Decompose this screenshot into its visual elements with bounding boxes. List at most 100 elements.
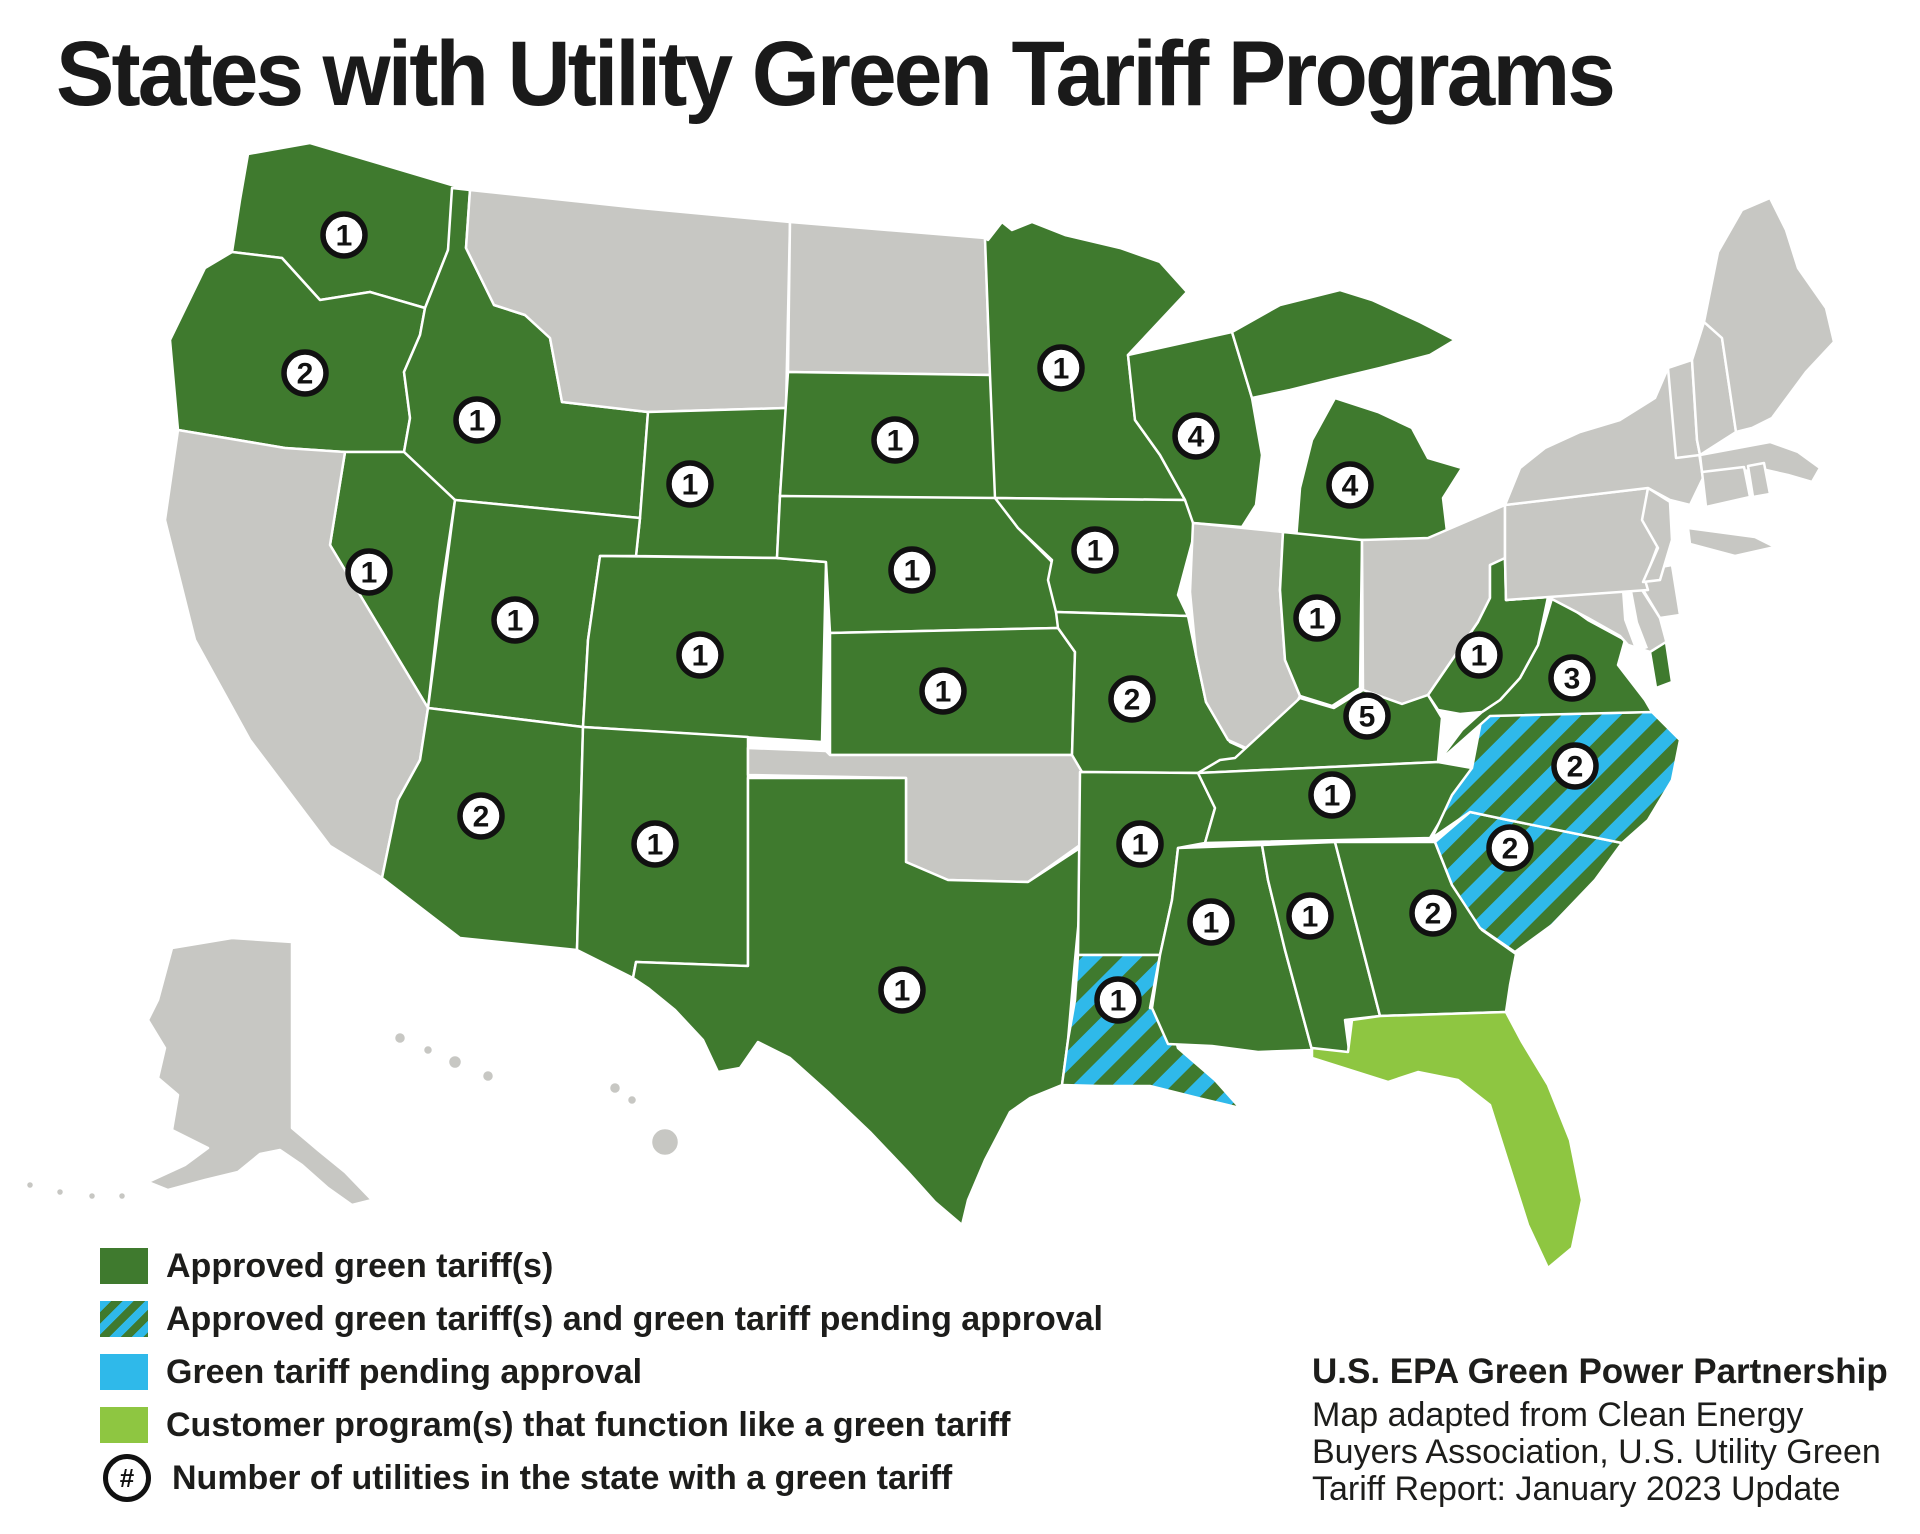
svg-text:1: 1 <box>336 220 353 253</box>
utility-count-badge-MO: 2 <box>1108 675 1156 723</box>
legend-label: Number of utilities in the state with a … <box>172 1458 953 1497</box>
utility-count-badge-IA: 1 <box>1071 526 1119 574</box>
utility-count-badge-WI: 4 <box>1172 412 1220 460</box>
svg-text:1: 1 <box>1087 535 1104 568</box>
utility-count-badge-CO: 1 <box>676 631 724 679</box>
utility-count-badge-WV: 1 <box>1455 631 1503 679</box>
state-michigan <box>1294 396 1464 542</box>
svg-text:4: 4 <box>1188 421 1205 454</box>
utility-count-badge-KY: 5 <box>1343 692 1391 740</box>
state-virginia-eastern-shore <box>1648 640 1674 690</box>
svg-text:1: 1 <box>1053 353 1070 386</box>
hawaii-island <box>421 1043 435 1057</box>
utility-count-badge-MI: 4 <box>1326 461 1374 509</box>
hawaii-island <box>446 1053 464 1071</box>
state-rhode-island <box>1746 461 1772 499</box>
svg-text:1: 1 <box>935 676 952 709</box>
utility-count-badge-AZ: 2 <box>457 792 505 840</box>
alaska-aleutian-island <box>54 1186 66 1198</box>
number-badge-icon: # <box>103 1454 151 1502</box>
utility-count-badge-TX: 1 <box>878 966 926 1014</box>
utility-count-badge-ID: 1 <box>453 396 501 444</box>
state-north-dakota <box>786 220 992 377</box>
svg-text:4: 4 <box>1342 470 1359 503</box>
utility-count-badge-WY: 1 <box>666 460 714 508</box>
state-alaska <box>146 936 374 1207</box>
state-florida <box>1310 1010 1584 1270</box>
page-title: States with Utility Green Tariff Program… <box>56 23 1616 125</box>
svg-text:1: 1 <box>1203 907 1220 940</box>
utility-count-badge-AR: 1 <box>1116 820 1164 868</box>
svg-text:1: 1 <box>647 829 664 862</box>
legend-item-approved-and-pending: Approved green tariff(s) and green tarif… <box>100 1299 1103 1339</box>
utility-count-badge-VA: 3 <box>1548 654 1596 702</box>
svg-text:1: 1 <box>904 555 921 588</box>
utility-count-badges: 1 2 1 1 1 1 1 2 1 1 1 1 1 1 1 2 1 1 4 4 1 5 1 1 1 2 2 2 3 1 <box>281 211 1599 1024</box>
utility-count-badge-TN: 1 <box>1308 771 1356 819</box>
hawaii-island <box>649 1126 681 1158</box>
svg-text:1: 1 <box>692 640 709 673</box>
approved-color-swatch <box>100 1248 148 1284</box>
utility-count-badge-WA: 1 <box>320 211 368 259</box>
state-montana <box>464 188 792 414</box>
attribution-line: Tariff Report: January 2023 Update <box>1312 1470 1841 1508</box>
svg-text:1: 1 <box>1324 780 1341 813</box>
utility-count-badge-AL: 1 <box>1286 892 1334 940</box>
utility-count-badge-IN: 1 <box>1293 594 1341 642</box>
state-pennsylvania <box>1503 486 1660 602</box>
alaska-aleutian-island <box>116 1190 128 1202</box>
state-michigan-upper-peninsula <box>1230 288 1457 400</box>
customer-program-color-swatch <box>100 1407 148 1443</box>
svg-text:3: 3 <box>1564 663 1581 696</box>
state-maine <box>1702 196 1836 434</box>
utility-count-badge-SD: 1 <box>871 416 919 464</box>
legend-item-pending: Green tariff pending approval <box>100 1352 1103 1392</box>
svg-text:2: 2 <box>1567 751 1584 784</box>
legend: Approved green tariff(s) Approved green … <box>100 1246 1103 1511</box>
utility-count-badge-GA: 2 <box>1409 889 1457 937</box>
svg-text:1: 1 <box>469 405 486 438</box>
svg-text:1: 1 <box>682 469 699 502</box>
chesapeake-bay <box>1622 590 1648 652</box>
svg-text:2: 2 <box>1425 898 1442 931</box>
state-new-jersey <box>1640 486 1674 584</box>
legend-label: Customer program(s) that function like a… <box>166 1405 1011 1444</box>
svg-text:1: 1 <box>1309 603 1326 636</box>
legend-item-utilities-count: # Number of utilities in the state with … <box>100 1454 1103 1502</box>
hawaii-island <box>607 1080 623 1096</box>
pending-color-swatch <box>100 1354 148 1390</box>
alaska-aleutian-island <box>24 1179 36 1191</box>
utility-count-badge-NV: 1 <box>345 548 393 596</box>
attribution-line: Map adapted from Clean Energy <box>1312 1396 1804 1434</box>
utility-count-badge-KS: 1 <box>919 667 967 715</box>
utility-count-badge-NE: 1 <box>888 546 936 594</box>
state-connecticut <box>1700 465 1752 509</box>
utility-count-badge-UT: 1 <box>491 596 539 644</box>
legend-item-approved: Approved green tariff(s) <box>100 1246 1103 1286</box>
utility-count-badge-MN: 1 <box>1037 344 1085 392</box>
hawaii-island <box>625 1093 639 1107</box>
hawaii-island <box>480 1068 496 1084</box>
svg-text:1: 1 <box>1302 901 1319 934</box>
alaska-aleutian-island <box>86 1190 98 1202</box>
utility-count-badge-OR: 2 <box>281 349 329 397</box>
svg-text:1: 1 <box>1110 985 1127 1018</box>
svg-text:1: 1 <box>361 557 378 590</box>
attribution: U.S. EPA Green Power Partnership Map ada… <box>1312 1352 1912 1508</box>
legend-label: Approved green tariff(s) and green tarif… <box>166 1299 1103 1338</box>
utility-count-badge-MS: 1 <box>1187 898 1235 946</box>
svg-text:2: 2 <box>1502 833 1519 866</box>
attribution-heading: U.S. EPA Green Power Partnership <box>1312 1352 1888 1391</box>
svg-text:1: 1 <box>507 605 524 638</box>
approved-and-pending-stripe-swatch <box>100 1301 148 1337</box>
legend-label: Green tariff pending approval <box>166 1352 643 1391</box>
svg-text:2: 2 <box>1124 684 1141 717</box>
utility-count-badge-SC: 2 <box>1486 824 1534 872</box>
legend-item-customer-program: Customer program(s) that function like a… <box>100 1405 1103 1445</box>
attribution-line: Buyers Association, U.S. Utility Green <box>1312 1433 1881 1471</box>
svg-text:2: 2 <box>297 358 314 391</box>
utility-count-badge-LA: 1 <box>1094 976 1142 1024</box>
svg-text:2: 2 <box>473 801 490 834</box>
state-texas <box>631 776 1082 1227</box>
